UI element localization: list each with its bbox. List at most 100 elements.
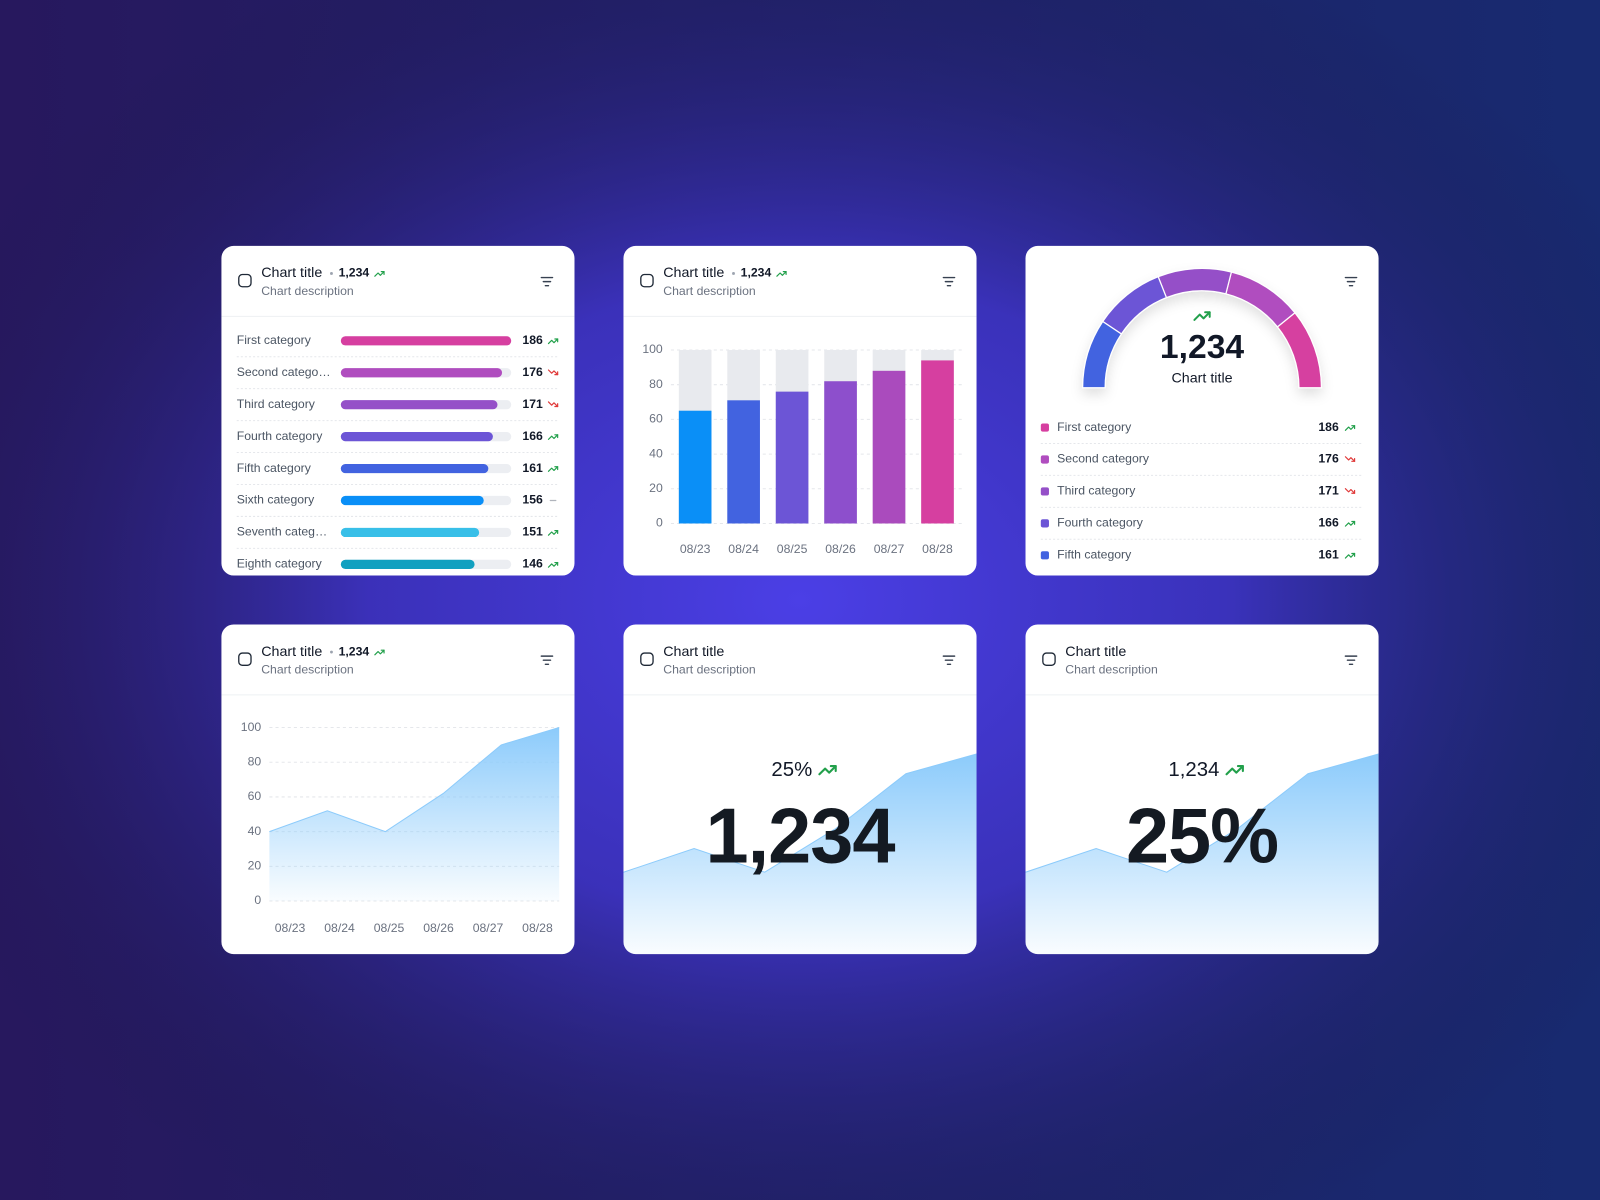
legend-swatch (1040, 423, 1049, 432)
value-label: 146 (522, 557, 543, 571)
trend-stroke (554, 434, 559, 439)
x-tick-label: 08/28 (922, 542, 953, 556)
kpi-value: 1,234 (706, 793, 896, 879)
card-background (221, 245, 575, 576)
trend-icon (374, 649, 385, 656)
card: 1,234 Chart title First category 186 Second … (1025, 245, 1379, 576)
legend-label: Fourth category (1057, 516, 1144, 530)
trend-stroke (374, 649, 385, 656)
trend-stroke (1344, 520, 1356, 527)
value-label: 176 (522, 365, 543, 379)
legend-swatch (1040, 551, 1049, 560)
bar (340, 495, 484, 506)
trend-icon (547, 561, 559, 568)
x-tick-label: 08/25 (374, 921, 405, 935)
checkbox[interactable] (238, 273, 252, 288)
bar (340, 559, 475, 569)
filter-button[interactable] (942, 276, 956, 287)
gauge-title: Chart title (1172, 370, 1233, 386)
gauge (1082, 267, 1323, 389)
card-subtitle: Chart description (261, 284, 354, 298)
bar (872, 370, 906, 524)
card-title: Chart title (1065, 644, 1126, 660)
value-label: 171 (1318, 484, 1339, 498)
trend-stroke (1225, 765, 1244, 776)
trend-icon (547, 434, 559, 440)
checkbox[interactable] (640, 652, 654, 666)
trend-icon (1225, 765, 1244, 776)
checkbox[interactable] (1042, 652, 1056, 666)
trend-icon (547, 338, 559, 345)
value-label: 171 (522, 397, 543, 411)
trend-stroke (554, 530, 559, 534)
bar (921, 360, 954, 524)
filter-button[interactable] (1344, 276, 1358, 287)
category-label: Second catego… (237, 365, 331, 379)
filter-button[interactable] (540, 276, 554, 287)
trend-stroke (1344, 488, 1356, 494)
card: 25% 1,234 Chart title Chart description (623, 624, 977, 955)
trend-stroke (1351, 552, 1356, 557)
y-tick-label: 40 (248, 824, 262, 838)
trend-stroke (547, 466, 559, 472)
trend-stroke (547, 434, 559, 440)
value-label: 186 (1318, 420, 1339, 434)
trend-stroke (776, 271, 787, 277)
x-tick-label: 08/27 (473, 921, 504, 935)
filter-button[interactable] (540, 655, 554, 665)
card: 0 20 40 60 80 100 08/23 08/24 08/25 08/26 08/27 08/… (623, 245, 977, 576)
legend-swatch (1040, 487, 1049, 496)
card: 0 20 40 60 80 100 08/23 08/24 08/25 08/26 08/27 08/… (221, 624, 575, 955)
trend-stroke (1236, 765, 1244, 773)
bar (775, 391, 809, 524)
card-content: 0 20 40 60 80 100 08/23 08/24 08/25 08/26 08/27 08/… (221, 644, 575, 935)
separator-dot (330, 272, 333, 275)
trend-stroke (554, 403, 559, 408)
category-label: Seventh categ… (237, 525, 327, 539)
value-label: 166 (522, 429, 543, 443)
header-value: 1,234 (339, 644, 370, 658)
trend-stroke (554, 371, 559, 376)
x-tick-label: 08/23 (275, 921, 306, 935)
value-label: 156 (522, 493, 543, 507)
bar (340, 463, 489, 474)
filter-button[interactable] (1344, 655, 1358, 665)
header-value: 1,234 (741, 266, 772, 280)
category-label: First category (237, 333, 312, 347)
y-tick-label: 40 (649, 446, 663, 460)
trend-stroke (547, 369, 559, 376)
y-tick-label: 100 (241, 720, 262, 734)
trend-icon (1344, 552, 1356, 559)
legend-swatch (1040, 455, 1049, 464)
trend-stroke (1344, 456, 1356, 462)
value-label: 166 (1318, 516, 1339, 530)
y-tick-label: 80 (248, 754, 262, 768)
trend-stroke (547, 401, 559, 408)
area-line (1025, 753, 1379, 873)
card-title: Chart title (261, 644, 322, 660)
trend-stroke (554, 338, 559, 343)
area (1025, 754, 1379, 955)
area-line (269, 727, 560, 833)
trend-stroke (829, 765, 837, 773)
trend-stroke (380, 649, 385, 654)
trend-icon (547, 466, 559, 472)
checkbox[interactable] (238, 652, 252, 666)
trend-stroke (547, 530, 559, 536)
checkbox[interactable] (640, 273, 654, 288)
y-tick-label: 0 (656, 516, 663, 530)
x-tick-label: 08/28 (522, 921, 553, 935)
bar (340, 368, 503, 378)
card-content: 25% 1,234 Chart title Chart description (623, 644, 977, 955)
filter-button[interactable] (942, 655, 956, 665)
trend-stroke (554, 561, 559, 566)
card: 1,234 25% Chart title Chart description (1025, 624, 1379, 955)
area (269, 727, 560, 902)
value-label: 176 (1318, 452, 1339, 466)
cards: First category 186 Second catego… 176 Third … (221, 245, 1379, 955)
trend-icon (1344, 488, 1356, 494)
legend-label: Fifth category (1057, 548, 1132, 562)
kpi-change: 1,234 (1168, 759, 1219, 781)
value-label: 186 (522, 333, 543, 347)
